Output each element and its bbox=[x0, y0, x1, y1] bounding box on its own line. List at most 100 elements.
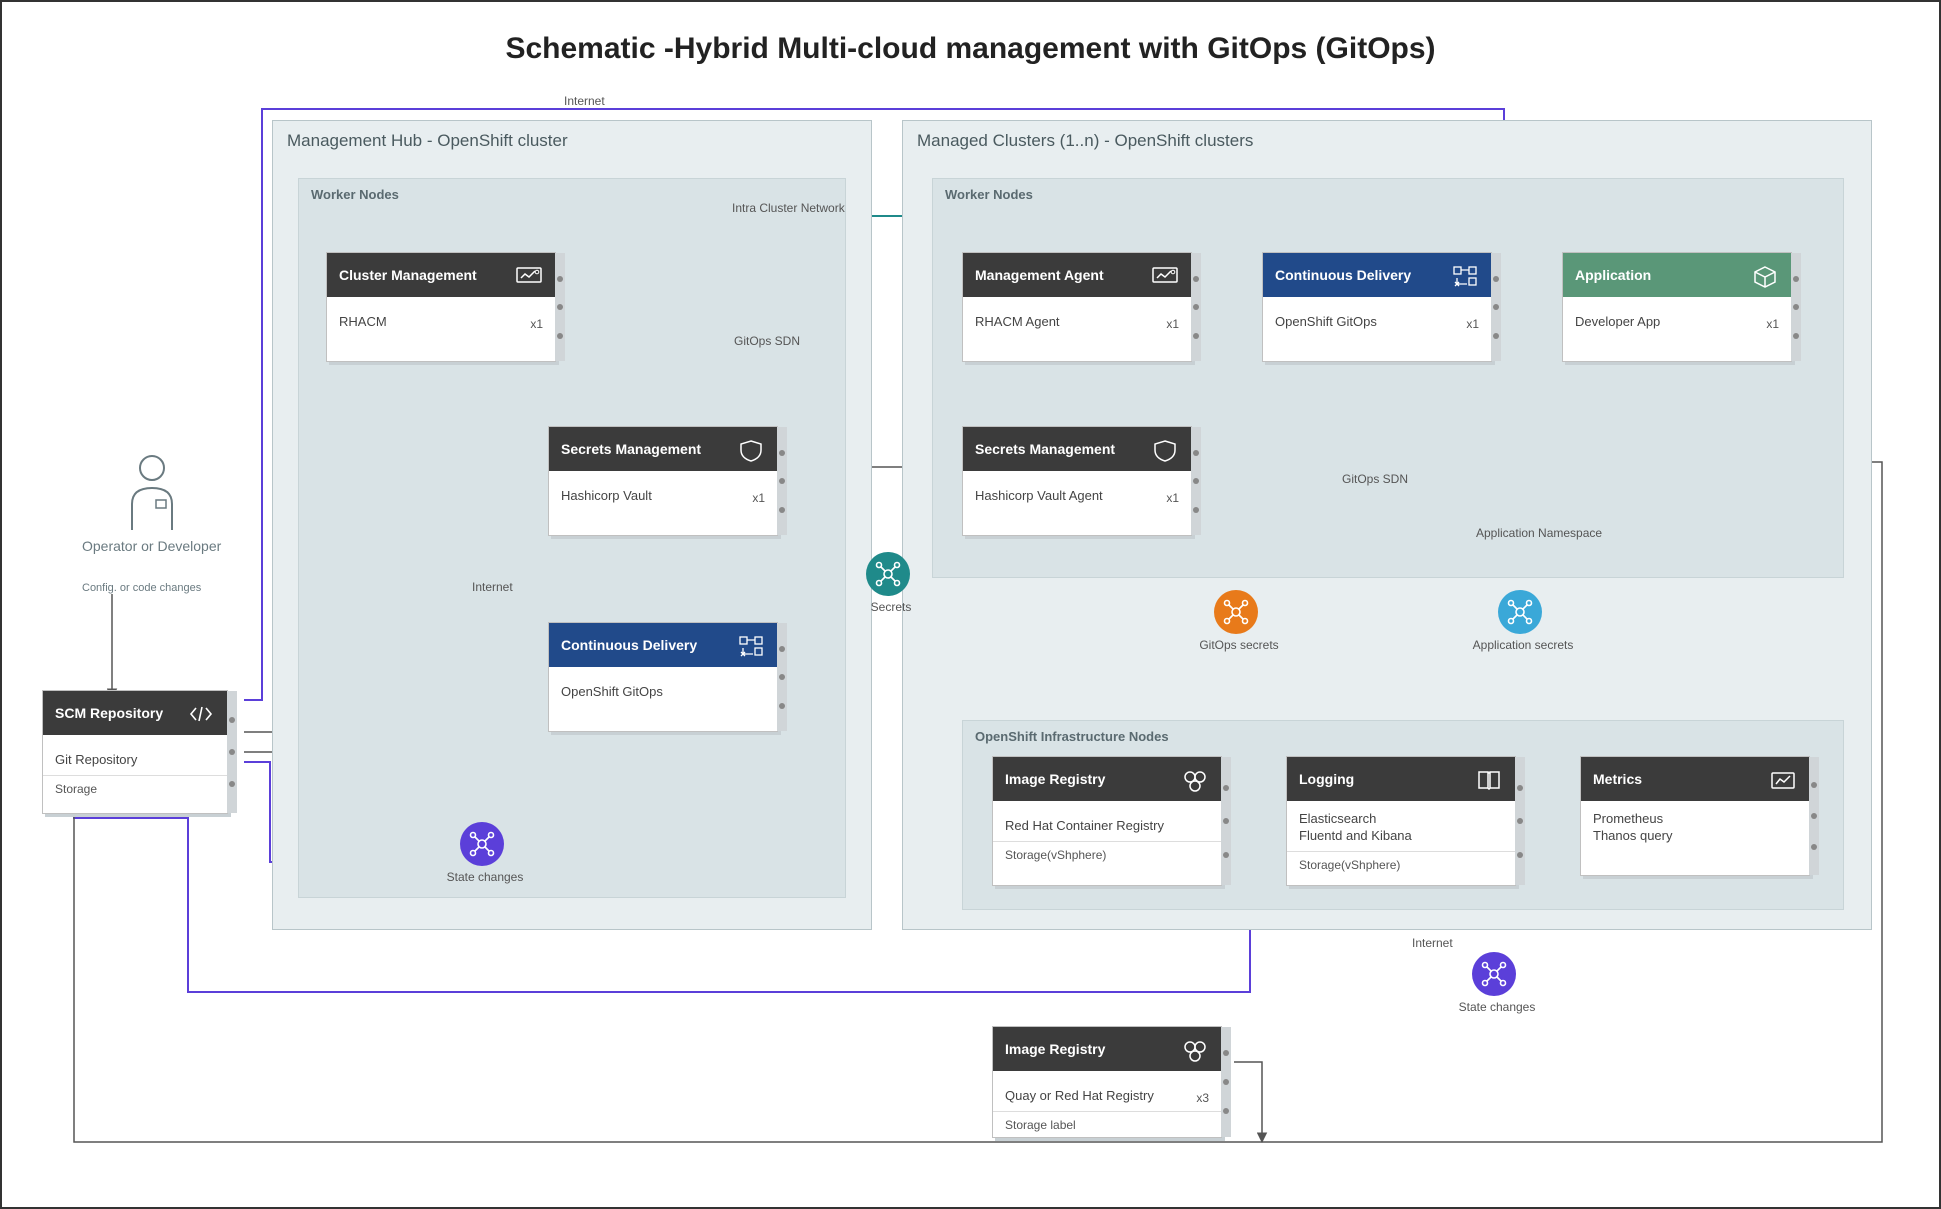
edge-15 bbox=[1234, 1062, 1262, 1142]
box-title: Continuous Delivery bbox=[561, 637, 729, 654]
diagram-title: Schematic -Hybrid Multi-cloud management… bbox=[2, 32, 1939, 66]
box-title: Logging bbox=[1299, 771, 1467, 788]
box-body: Red Hat Container Registry bbox=[993, 801, 1221, 841]
box-cluster_mgmt: Cluster Management RHACM x1 bbox=[326, 252, 556, 362]
box-body: Quay or Red Hat Registry x3 bbox=[993, 1071, 1221, 1111]
box-title: Secrets Management bbox=[975, 441, 1143, 458]
subzone-label: Worker Nodes bbox=[311, 187, 399, 202]
badge-gitops_sec bbox=[1214, 590, 1258, 634]
box-application: Application Developer App x1 bbox=[1562, 252, 1792, 362]
badge-label: GitOps secrets bbox=[1184, 638, 1294, 652]
book-icon bbox=[1475, 768, 1503, 790]
box-title: Cluster Management bbox=[339, 267, 507, 284]
badge-label: Secrets bbox=[836, 600, 946, 614]
network-icon bbox=[469, 831, 495, 857]
box-ports bbox=[777, 427, 787, 535]
box-subtitle: PrometheusThanos query bbox=[1593, 811, 1673, 845]
box-body: PrometheusThanos query bbox=[1581, 801, 1809, 851]
zone-label: Management Hub - OpenShift cluster bbox=[287, 131, 568, 151]
registry-icon bbox=[1181, 1038, 1209, 1060]
shield-icon bbox=[737, 438, 765, 460]
box-title: Continuous Delivery bbox=[1275, 267, 1443, 284]
box-header: Image Registry bbox=[993, 757, 1221, 801]
box-subtitle: OpenShift GitOps bbox=[1275, 314, 1377, 331]
box-body: ElasticsearchFluentd and Kibana bbox=[1287, 801, 1515, 851]
edge-label-app_ns: Application Namespace bbox=[1476, 526, 1602, 540]
box-title: Secrets Management bbox=[561, 441, 729, 458]
badge-label: Application secrets bbox=[1468, 638, 1578, 652]
box-body: RHACM x1 bbox=[327, 297, 555, 337]
chart-icon bbox=[1769, 768, 1797, 790]
box-title: Management Agent bbox=[975, 267, 1143, 284]
box-ports bbox=[1191, 427, 1201, 535]
box-ports bbox=[1221, 757, 1231, 885]
box-count: x1 bbox=[1466, 317, 1479, 331]
edge-label-internet_bot: Internet bbox=[1412, 936, 1453, 950]
box-title: SCM Repository bbox=[55, 705, 179, 722]
badge-app_sec bbox=[1498, 590, 1542, 634]
dash-icon bbox=[1151, 264, 1179, 286]
badge-label: State changes bbox=[430, 870, 540, 884]
box-image_reg: Image Registry Red Hat Container Registr… bbox=[992, 756, 1222, 886]
box-ports bbox=[777, 623, 787, 731]
box-secrets_managed: Secrets Management Hashicorp Vault Agent… bbox=[962, 426, 1192, 536]
actor-operator: Operator or Developer Config. or code ch… bbox=[82, 454, 221, 594]
box-subtitle: Git Repository bbox=[55, 752, 137, 769]
box-header: Logging bbox=[1287, 757, 1515, 801]
diagram-canvas: Schematic -Hybrid Multi-cloud management… bbox=[0, 0, 1941, 1209]
edge-label-internet_mid: Internet bbox=[472, 580, 513, 594]
box-count: x3 bbox=[1196, 1091, 1209, 1105]
box-header: SCM Repository bbox=[43, 691, 227, 735]
box-ports bbox=[1515, 757, 1525, 885]
actor-label: Operator or Developer bbox=[82, 538, 221, 554]
box-subtitle: Red Hat Container Registry bbox=[1005, 818, 1164, 835]
box-subtitle: Quay or Red Hat Registry bbox=[1005, 1088, 1154, 1105]
dash-icon bbox=[515, 264, 543, 286]
box-body: OpenShift GitOps x1 bbox=[1263, 297, 1491, 337]
edge-label-intra: Intra Cluster Network bbox=[732, 201, 845, 215]
box-body: Developer App x1 bbox=[1563, 297, 1791, 337]
box-header: Metrics bbox=[1581, 757, 1809, 801]
box-ports bbox=[1809, 757, 1819, 875]
badge-secrets bbox=[866, 552, 910, 596]
box-header: Secrets Management bbox=[549, 427, 777, 471]
zone-label: Managed Clusters (1..n) - OpenShift clus… bbox=[917, 131, 1253, 151]
subzone-label: OpenShift Infrastructure Nodes bbox=[975, 729, 1169, 744]
box-header: Image Registry bbox=[993, 1027, 1221, 1071]
box-header: Secrets Management bbox=[963, 427, 1191, 471]
flow-icon bbox=[737, 634, 765, 656]
box-mgmt_agent: Management Agent RHACM Agent x1 bbox=[962, 252, 1192, 362]
box-subtitle: Hashicorp Vault Agent bbox=[975, 488, 1103, 505]
edge-label-gitops_sdn1: GitOps SDN bbox=[734, 334, 800, 348]
registry-icon bbox=[1181, 768, 1209, 790]
person-icon bbox=[122, 454, 182, 532]
network-icon bbox=[1481, 961, 1507, 987]
box-body: Hashicorp Vault x1 bbox=[549, 471, 777, 511]
box-header: Continuous Delivery bbox=[549, 623, 777, 667]
box-title: Metrics bbox=[1593, 771, 1761, 788]
badge-state1 bbox=[460, 822, 504, 866]
box-foot: Storage label bbox=[993, 1111, 1221, 1138]
box-count: x1 bbox=[1166, 317, 1179, 331]
box-body: Git Repository bbox=[43, 735, 227, 775]
box-subtitle: Hashicorp Vault bbox=[561, 488, 652, 505]
box-foot: Storage bbox=[43, 775, 227, 802]
network-icon bbox=[1223, 599, 1249, 625]
box-ports bbox=[555, 253, 565, 361]
badge-label: State changes bbox=[1442, 1000, 1552, 1014]
network-icon bbox=[1507, 599, 1533, 625]
box-ports bbox=[227, 691, 237, 813]
box-ports bbox=[1791, 253, 1801, 361]
box-secrets_hub: Secrets Management Hashicorp Vault x1 bbox=[548, 426, 778, 536]
box-ports bbox=[1221, 1027, 1231, 1137]
box-body: Hashicorp Vault Agent x1 bbox=[963, 471, 1191, 511]
box-subtitle: RHACM bbox=[339, 314, 387, 331]
box-subtitle: Developer App bbox=[1575, 314, 1660, 331]
box-header: Management Agent bbox=[963, 253, 1191, 297]
box-image_reg_ext: Image Registry Quay or Red Hat Registry … bbox=[992, 1026, 1222, 1138]
box-count: x1 bbox=[752, 491, 765, 505]
box-count: x1 bbox=[1166, 491, 1179, 505]
box-body: RHACM Agent x1 bbox=[963, 297, 1191, 337]
subzone-label: Worker Nodes bbox=[945, 187, 1033, 202]
shield-icon bbox=[1151, 438, 1179, 460]
